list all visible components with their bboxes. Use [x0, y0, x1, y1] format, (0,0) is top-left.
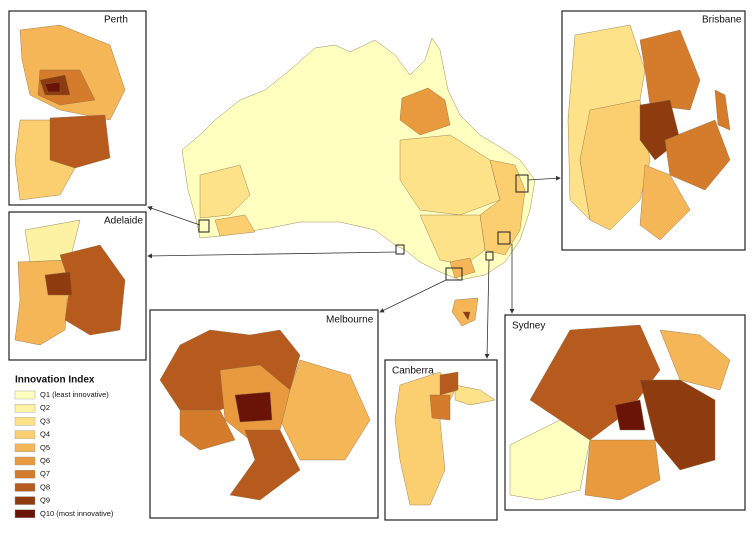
region [44, 271, 73, 296]
region [584, 439, 661, 501]
legend-label: Q1 (least innovative) [40, 390, 109, 399]
legend-label: Q4 [40, 430, 50, 439]
region [659, 329, 731, 391]
region [419, 214, 486, 266]
region [399, 134, 501, 216]
region [429, 394, 451, 421]
region [14, 119, 76, 201]
legend-label: Q9 [40, 496, 50, 505]
legend-label: Q7 [40, 469, 50, 478]
inset-label: Brisbane [702, 15, 742, 26]
legend-swatch [14, 417, 36, 426]
region [454, 384, 496, 406]
legend-label: Q5 [40, 443, 50, 452]
legend-swatch [14, 509, 36, 518]
australia-map [181, 37, 536, 327]
legend-swatch [14, 390, 36, 400]
legend-swatch [14, 456, 36, 466]
legend-swatch [14, 430, 36, 439]
legend-title: Innovation Index [15, 375, 95, 386]
legend-swatch [14, 404, 36, 413]
inset-label: Canberra [392, 366, 434, 377]
region [639, 164, 691, 241]
inset-label: Melbourne [326, 315, 374, 326]
legend-swatch [14, 470, 36, 479]
legend-swatch [14, 443, 36, 452]
inset-label: Adelaide [104, 216, 143, 227]
region [479, 159, 526, 256]
legend-label: Q6 [40, 456, 50, 465]
legend-label: Q2 [40, 403, 50, 412]
region [614, 399, 646, 431]
region [714, 89, 731, 131]
legend-swatch [14, 483, 36, 492]
region [639, 29, 701, 111]
region [234, 391, 273, 423]
region [462, 311, 471, 321]
region [199, 164, 251, 219]
region [44, 81, 61, 93]
region [664, 119, 731, 191]
region [49, 114, 111, 169]
legend-label: Q3 [40, 416, 50, 425]
legend: Innovation Index Q1 (least innovative) Q2… [14, 375, 114, 518]
inset-label: Perth [104, 15, 128, 26]
region [179, 409, 236, 451]
region [399, 87, 451, 136]
region [229, 429, 301, 501]
region [214, 214, 256, 237]
inset-label: Sydney [512, 321, 545, 332]
legend-swatch [14, 496, 36, 505]
legend-label: Q8 [40, 482, 50, 491]
region [439, 371, 459, 396]
legend-label: Q10 (most innovative) [40, 509, 114, 518]
